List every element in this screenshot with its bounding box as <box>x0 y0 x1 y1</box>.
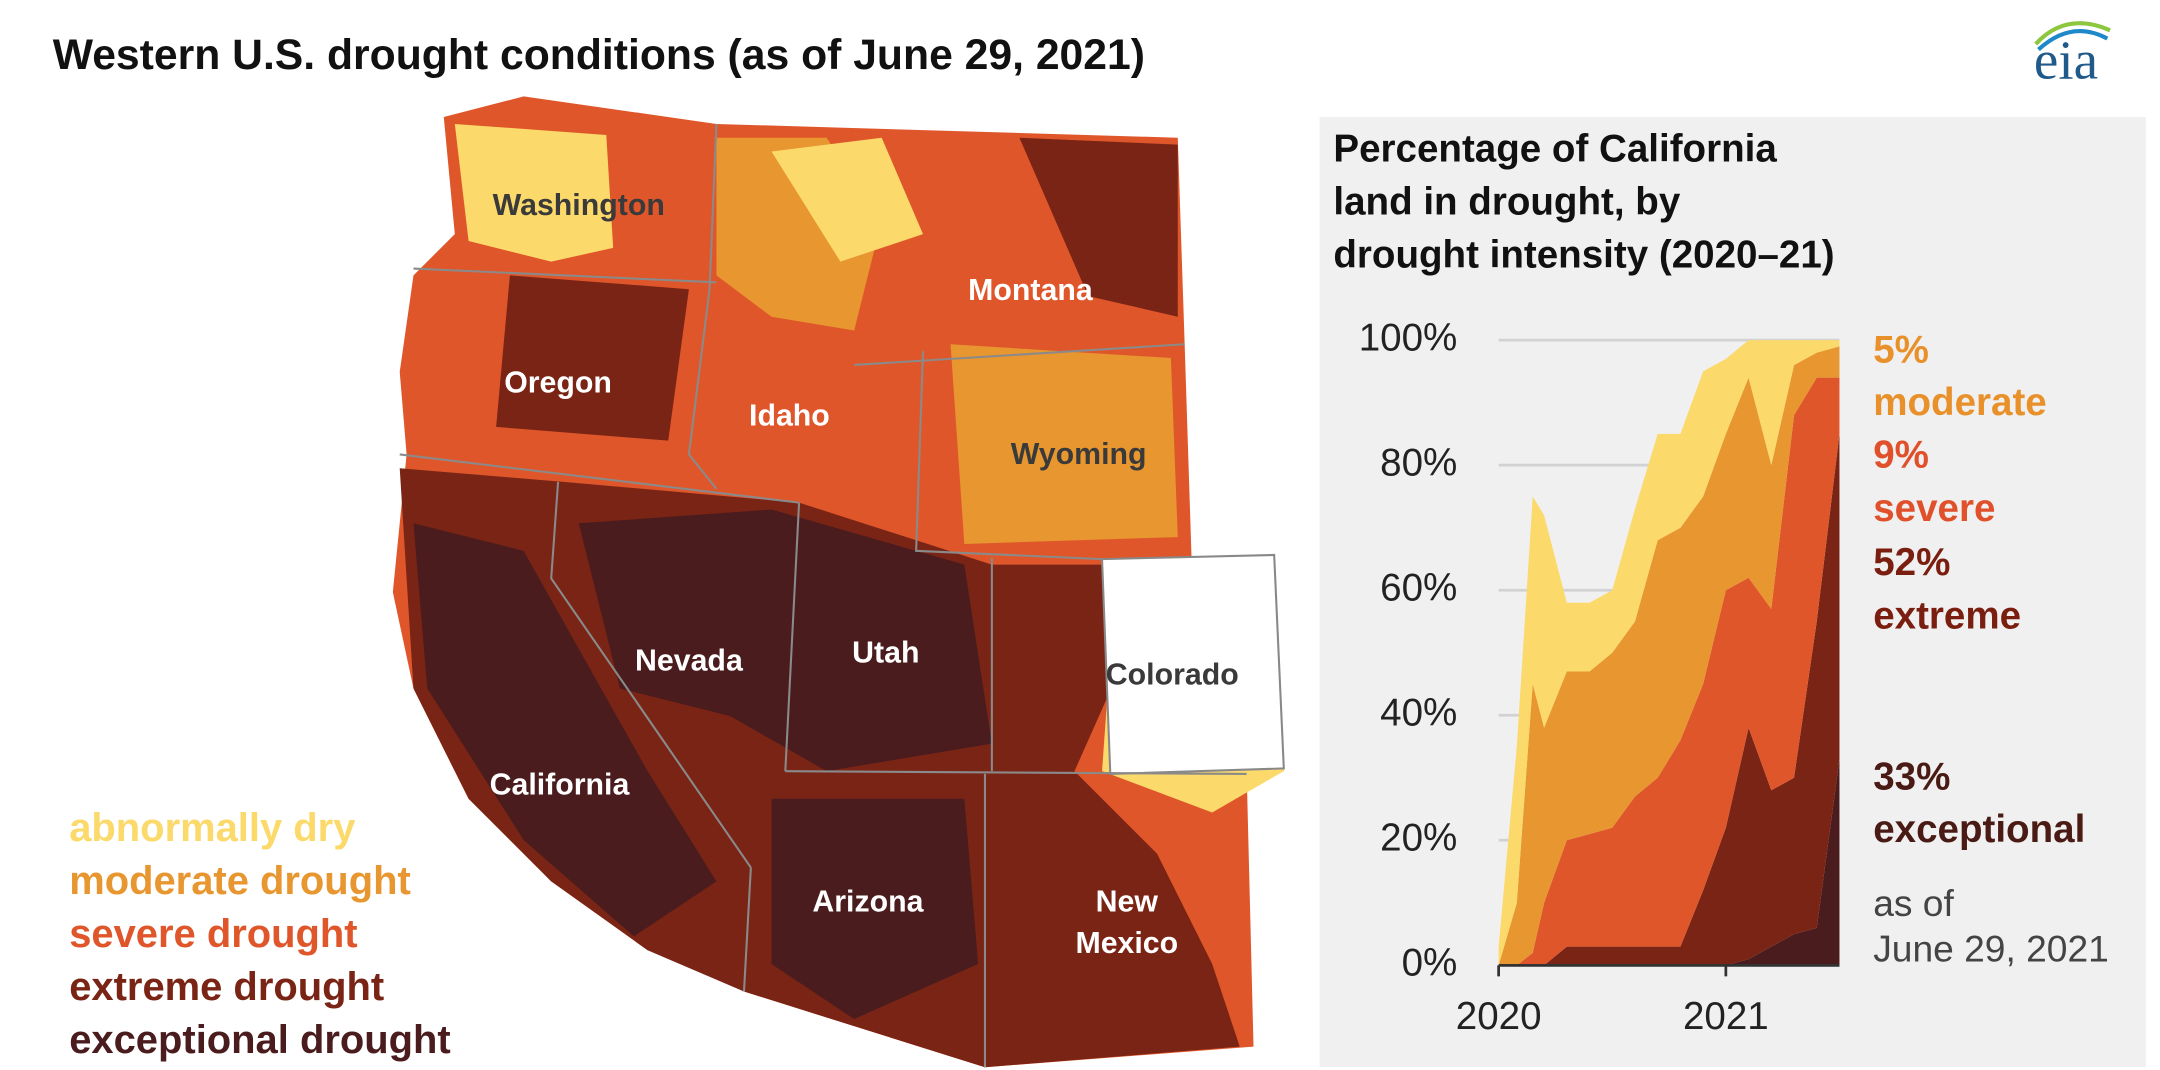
annotation-value: 52% <box>1873 541 1950 584</box>
map-region <box>771 137 924 262</box>
border <box>784 502 801 772</box>
annotation-value: 9% <box>1873 433 1929 476</box>
note: June 29, 2021 <box>1873 927 2109 969</box>
state-label-box: Idaho <box>749 397 830 433</box>
state-label-box: Utah <box>852 634 920 670</box>
map <box>392 96 1285 1068</box>
border <box>413 267 717 284</box>
map-region <box>413 523 717 937</box>
chart-title: land in drought, by <box>1333 181 1680 224</box>
map-region <box>1019 137 1178 317</box>
state-label-box: Arizona <box>812 884 924 919</box>
map-region <box>771 798 979 1020</box>
colorado <box>1100 553 1285 775</box>
annotation-name: severe <box>1873 487 1995 530</box>
area <box>1498 377 1840 966</box>
state-label-box: Montana <box>968 272 1093 308</box>
state-label: Colorado <box>1105 656 1239 692</box>
x-tick-label: 2021 <box>1683 995 1769 1038</box>
border <box>550 481 752 869</box>
map-region <box>454 123 614 262</box>
area <box>1498 340 1840 966</box>
y-tick-label: 80% <box>1380 441 1457 484</box>
y-tick-label: 0% <box>1402 942 1458 985</box>
chart-title: Percentage of California <box>1333 128 1777 171</box>
logo-arc <box>2037 29 2109 52</box>
note: as of <box>1873 882 1954 924</box>
state-label: Utah <box>852 634 920 670</box>
legend-entry: severe drought <box>69 912 357 956</box>
legend-entry: extreme drought <box>69 965 384 1009</box>
logo: eia <box>2034 21 2111 91</box>
y-tick-label: 40% <box>1380 691 1457 734</box>
state-label-box: New Mexico <box>1075 884 1179 960</box>
border <box>399 453 800 504</box>
annotation-value: 5% <box>1873 329 1929 372</box>
state-label: Montana <box>968 272 1093 308</box>
map-region <box>496 275 689 441</box>
state-label: Oregon <box>504 364 612 400</box>
state-label-box: California <box>489 767 630 802</box>
logo-arc <box>2034 21 2111 46</box>
map-region <box>950 344 1178 544</box>
x-tick-label: 2020 <box>1456 995 1542 1038</box>
area <box>1498 346 1840 966</box>
legend-entry: moderate drought <box>69 859 411 903</box>
border <box>915 351 1103 561</box>
border <box>785 770 1247 775</box>
area <box>1498 759 1840 966</box>
logo-text: eia <box>2034 30 2098 91</box>
map-region <box>578 509 992 772</box>
border <box>687 123 718 490</box>
state-label: New Mexico <box>1075 884 1179 960</box>
state-borders <box>399 123 1247 1068</box>
state-label-box: Colorado <box>1105 656 1239 692</box>
y-tick-label: 100% <box>1359 316 1458 359</box>
state-label: Arizona <box>812 884 924 919</box>
state-label: California <box>489 767 630 802</box>
state-label-box: Oregon <box>504 364 612 400</box>
y-tick-label: 20% <box>1380 816 1457 859</box>
border <box>742 867 752 992</box>
state-label: Idaho <box>749 397 830 433</box>
chart-title: drought intensity (2020–21) <box>1333 234 1834 277</box>
annotation-name: extreme <box>1873 595 2021 638</box>
state-label-box: Washington <box>492 187 665 222</box>
legend-entry: abnormally dry <box>69 806 355 850</box>
annotation-name: exceptional <box>1873 808 2085 851</box>
state-label: Washington <box>492 187 665 222</box>
annotation-value: 33% <box>1873 756 1950 799</box>
annotation-name: moderate <box>1873 381 2047 424</box>
border <box>854 343 1185 366</box>
area <box>1498 433 1840 966</box>
y-tick-label: 60% <box>1380 566 1457 609</box>
state-label-box: Nevada <box>635 643 743 678</box>
state-label-box: Wyoming <box>1010 436 1147 471</box>
state-label: Nevada <box>635 643 743 678</box>
legend-entry: exceptional drought <box>69 1018 451 1062</box>
page-title: Western U.S. drought conditions (as of J… <box>53 31 1145 79</box>
state-label: Wyoming <box>1010 436 1147 471</box>
